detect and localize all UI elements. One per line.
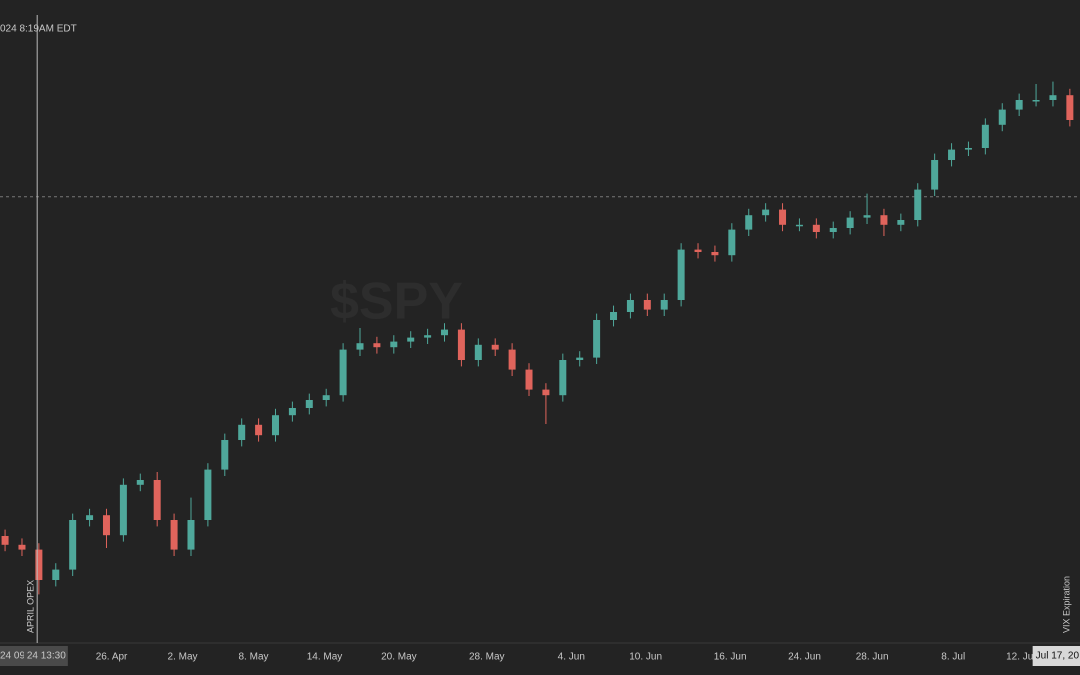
candle-body (643, 300, 651, 310)
candle-body (779, 209, 787, 225)
candle-body (1049, 95, 1057, 100)
x-tick-label: 26. Apr (96, 652, 128, 663)
candle-body (271, 415, 279, 436)
candle-body (305, 400, 313, 408)
candle-body (812, 224, 820, 232)
candle-body (373, 343, 381, 348)
candle-body (711, 252, 719, 256)
annotation-label: APRIL OPEX (26, 580, 36, 633)
candle-body (102, 515, 110, 536)
candle-body (948, 149, 956, 160)
candle-body (339, 349, 347, 396)
candle-body (457, 329, 465, 360)
candle-body (508, 349, 516, 370)
annotation-label: VIX Expiration (1062, 576, 1072, 633)
candle-body (1, 536, 9, 545)
x-tick-label: 28. May (469, 652, 505, 663)
candle-body (1032, 100, 1040, 102)
crosshair-label-box (23, 646, 68, 666)
candle-body (221, 440, 229, 470)
candle-body (322, 395, 330, 400)
candle-body (593, 320, 601, 358)
x-tick-label: 24. Jun (788, 652, 821, 663)
x-tick-label: 12. Jul (1006, 652, 1035, 663)
x-tick-label: 14. May (307, 652, 343, 663)
x-tick-label: 20. May (381, 652, 417, 663)
candle-body (69, 520, 77, 570)
candle-body (1015, 100, 1023, 110)
crosshair-label-box (1032, 646, 1080, 666)
x-tick-label: 8. Jul (941, 652, 965, 663)
timestamp: 024 8:19AM EDT (0, 24, 77, 35)
candle-body (238, 424, 246, 440)
candle-body (1066, 95, 1074, 120)
candle-body (559, 360, 567, 396)
candle-body (187, 520, 195, 550)
candle-body (407, 337, 415, 342)
candle-body (728, 229, 736, 256)
x-tick-label: 10. Jun (629, 652, 662, 663)
candle-body (491, 344, 499, 350)
candle-body (255, 424, 263, 436)
candle-body (35, 549, 43, 580)
candle-body (86, 515, 94, 520)
candle-body (914, 189, 922, 220)
candle-body (762, 209, 770, 216)
candle-body (424, 335, 432, 338)
candle-body (626, 300, 634, 312)
candle-body (863, 215, 871, 218)
crosshair-label: Jul 17, 20 (1036, 651, 1080, 662)
candle-body (153, 480, 161, 520)
candle-body (880, 215, 888, 225)
x-tick-label: 2. May (168, 652, 198, 663)
candle-body (542, 389, 550, 396)
candle-body (288, 408, 296, 416)
candle-body (576, 357, 584, 360)
candle-body (356, 343, 364, 350)
candle-body (204, 469, 212, 520)
candle-body (964, 148, 972, 150)
x-tick-label: 28. Jun (856, 652, 889, 663)
candle-body (18, 544, 26, 550)
candle-body (829, 228, 837, 232)
x-tick-label: 16. Jun (714, 652, 747, 663)
candle-body (745, 215, 753, 230)
candle-body (474, 344, 482, 360)
candle-body (846, 217, 854, 228)
crosshair-label: 24 13:30 (27, 651, 66, 662)
candle-body (931, 160, 939, 190)
candle-body (170, 520, 178, 550)
crosshair-label: 24 09:30 (0, 651, 39, 662)
x-tick-label: 8. May (239, 652, 269, 663)
candle-body (390, 341, 398, 348)
candle-body (119, 484, 127, 536)
candle-body (694, 249, 702, 252)
candle-body (52, 569, 60, 580)
candle-body (677, 249, 685, 300)
candle-body (795, 224, 803, 227)
candle-body (897, 220, 905, 225)
candle-body (525, 369, 533, 390)
candle-body (136, 480, 144, 485)
watermark: $SPY (330, 273, 463, 331)
candle-body (441, 329, 449, 336)
candle-body (660, 300, 668, 310)
x-tick-label: 4. Jun (558, 652, 585, 663)
candle-body (981, 124, 989, 148)
candle-body (998, 109, 1006, 125)
candle-body (610, 312, 618, 320)
